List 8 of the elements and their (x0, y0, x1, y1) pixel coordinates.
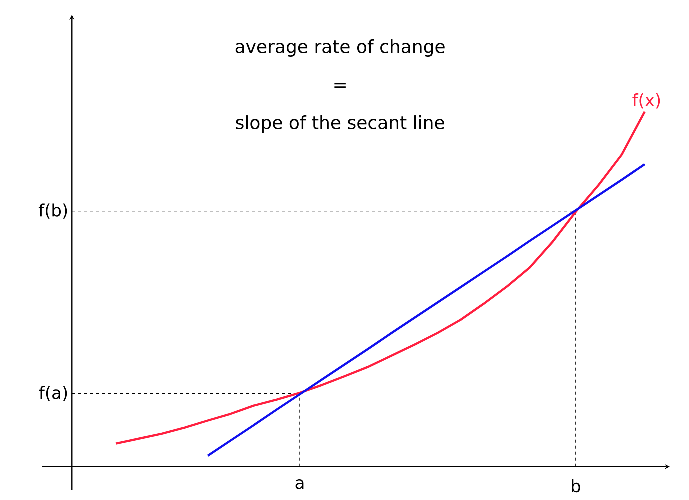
text: = (334, 83, 346, 88)
ref-line-label: f(b) (38, 204, 68, 219)
text: average rate of change (236, 40, 445, 57)
ref-line-label: f(a) (39, 386, 68, 402)
series-label: f(x) (632, 94, 660, 109)
x-tick-label: a (296, 480, 304, 490)
x-tick-label: b (572, 480, 580, 493)
annotation: slope of the secant line (236, 116, 444, 133)
